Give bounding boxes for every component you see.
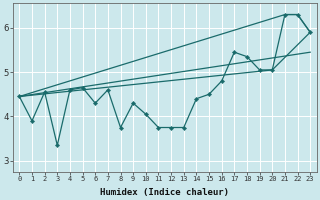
X-axis label: Humidex (Indice chaleur): Humidex (Indice chaleur)	[100, 188, 229, 197]
